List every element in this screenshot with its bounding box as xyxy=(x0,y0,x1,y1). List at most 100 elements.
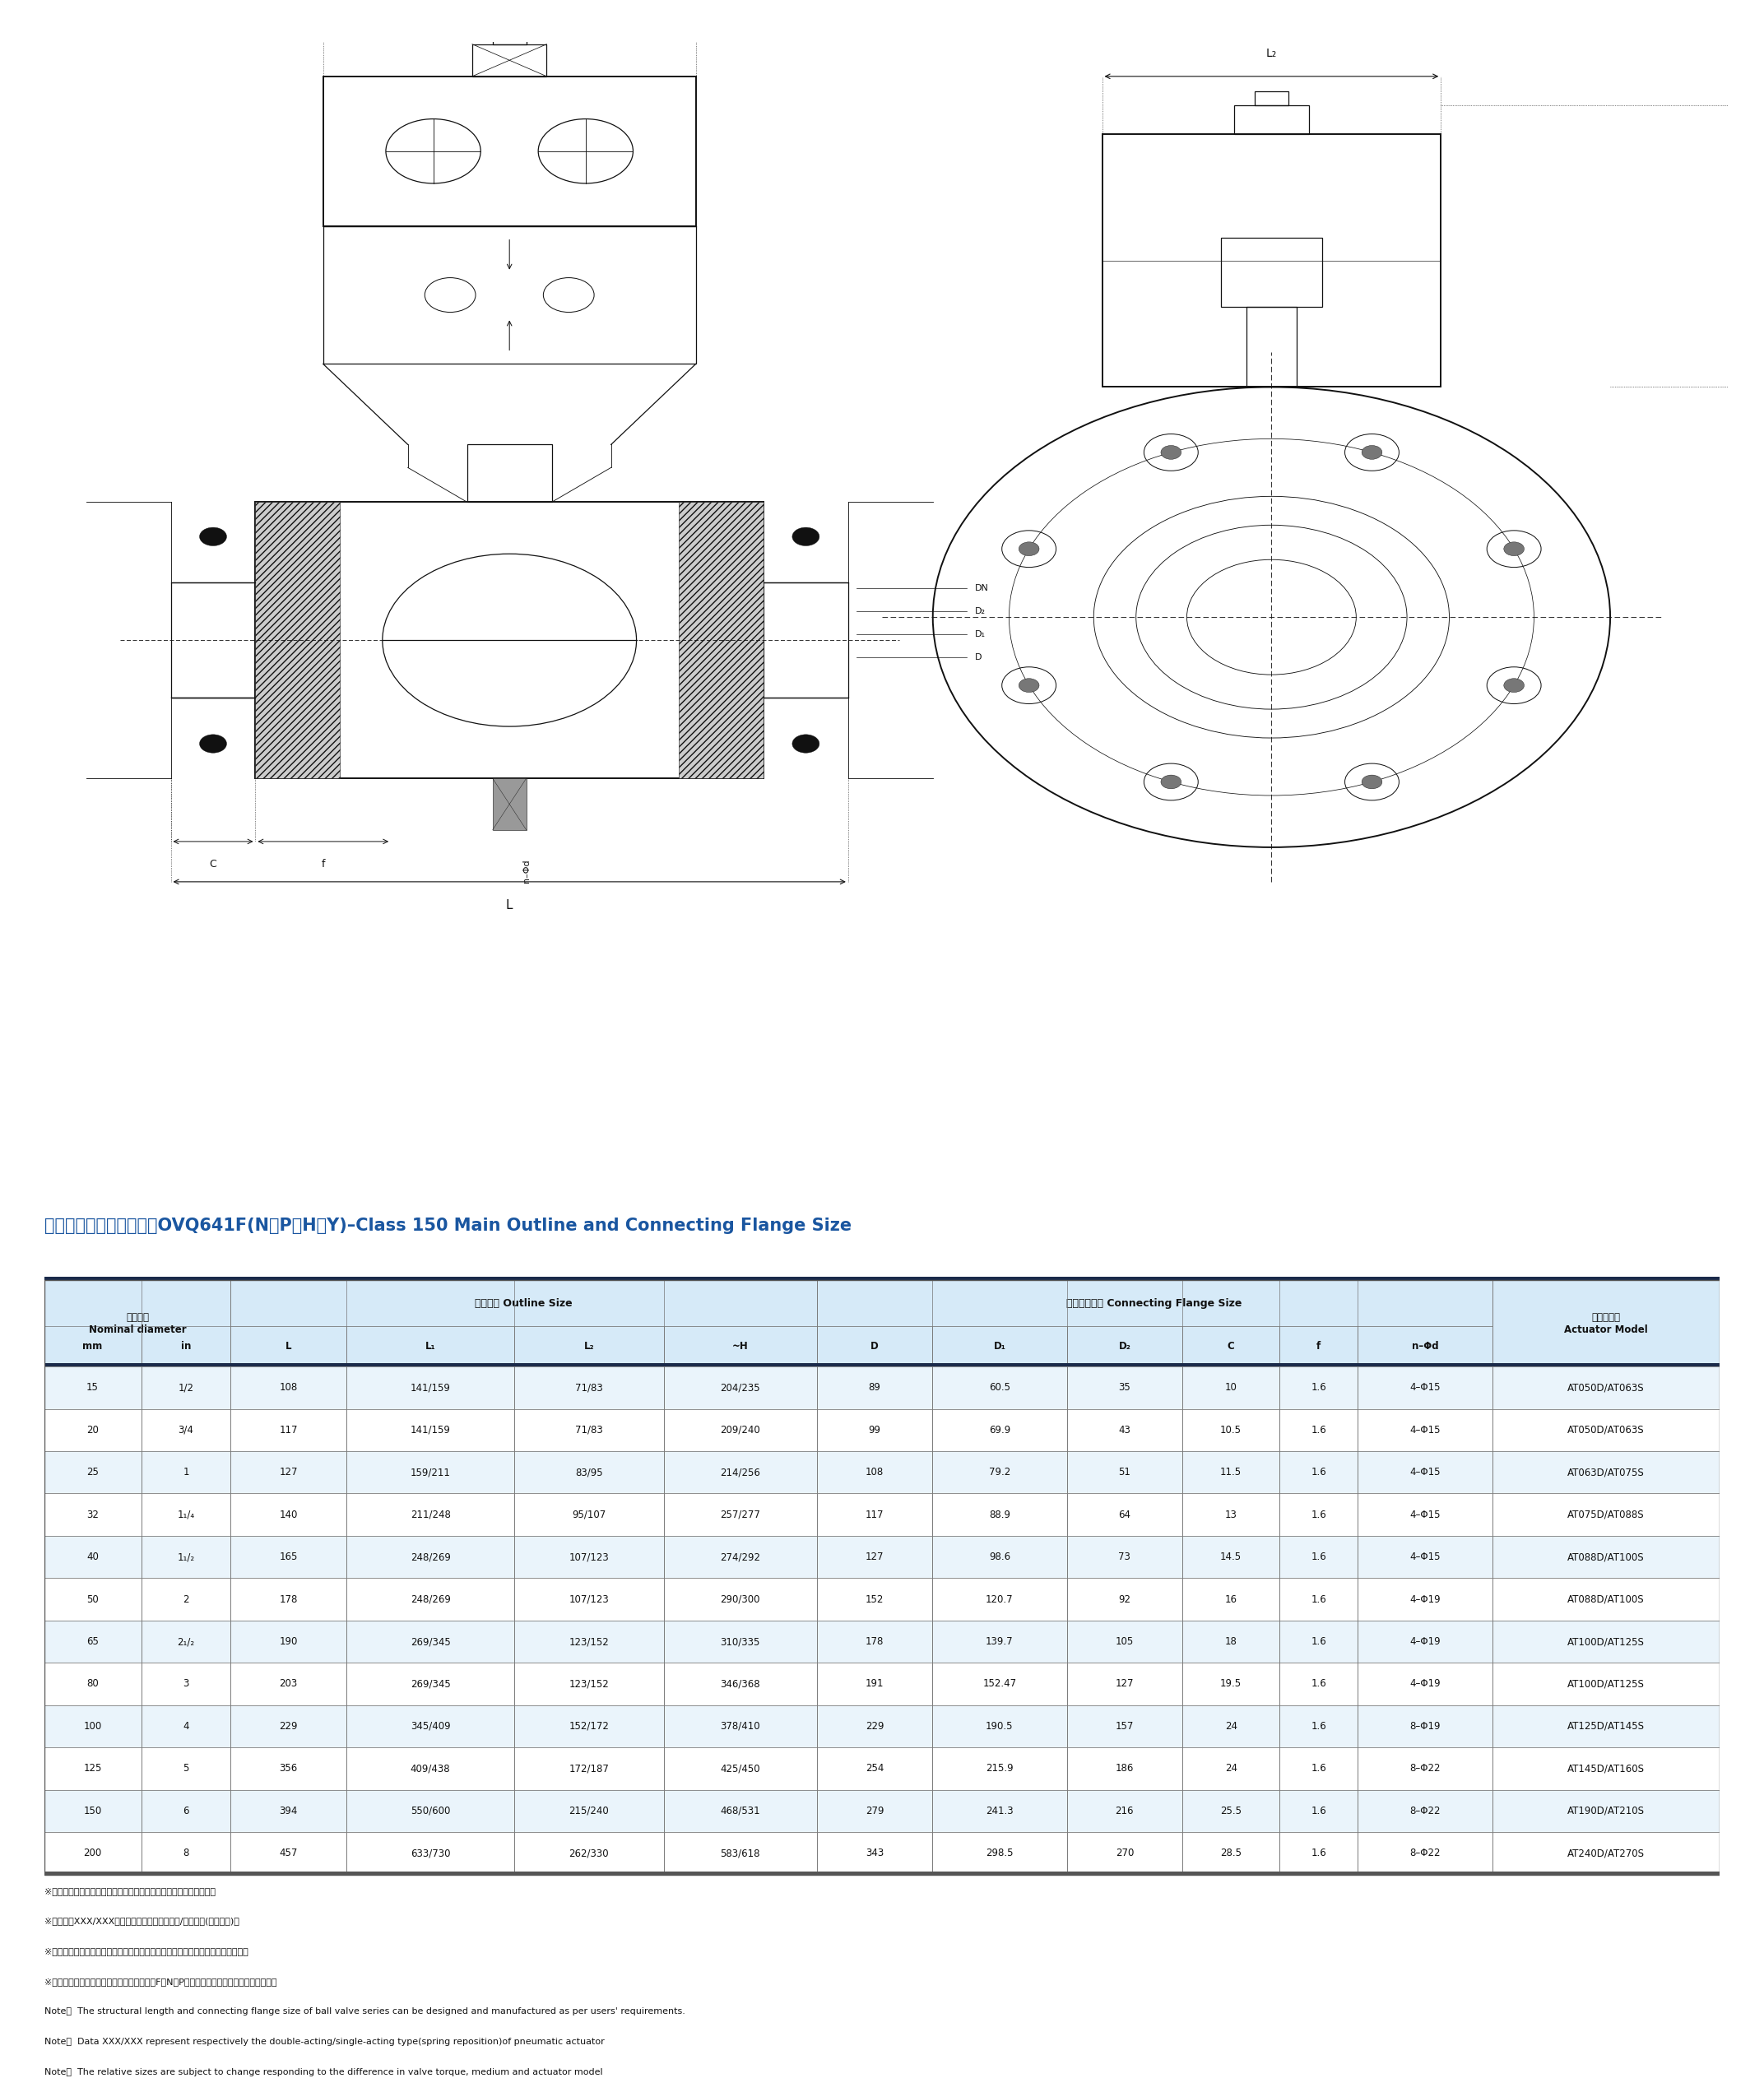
Bar xyxy=(663,1577,817,1621)
Bar xyxy=(817,1577,933,1621)
Bar xyxy=(44,1872,1720,1874)
Bar xyxy=(346,1408,515,1452)
Text: 24: 24 xyxy=(1224,1764,1237,1774)
Text: 1.6: 1.6 xyxy=(1311,1722,1327,1732)
Bar xyxy=(764,584,848,699)
Bar xyxy=(933,1366,1067,1408)
Bar xyxy=(44,1366,141,1408)
Bar xyxy=(1358,1452,1492,1494)
Bar xyxy=(171,584,256,699)
Text: 50: 50 xyxy=(86,1594,99,1605)
Text: 152.47: 152.47 xyxy=(983,1678,1016,1690)
Bar xyxy=(515,1747,663,1791)
Bar xyxy=(515,1408,663,1452)
Text: 186: 186 xyxy=(1115,1764,1134,1774)
Bar xyxy=(1492,1280,1720,1366)
Text: 140: 140 xyxy=(279,1508,298,1521)
Text: 92: 92 xyxy=(1118,1594,1131,1605)
Text: 120.7: 120.7 xyxy=(986,1594,1013,1605)
Bar xyxy=(663,1705,817,1747)
Bar xyxy=(1279,1494,1358,1536)
Bar xyxy=(515,1366,663,1408)
Bar xyxy=(515,1536,663,1577)
Text: in: in xyxy=(182,1341,191,1351)
Bar xyxy=(1182,1833,1279,1874)
Text: ※注：数据XXX/XXX分别是气动执行器双作用式/单作用式(弹簧复位)。: ※注：数据XXX/XXX分别是气动执行器双作用式/单作用式(弹簧复位)。 xyxy=(44,1916,238,1925)
Text: 248/269: 248/269 xyxy=(411,1552,450,1563)
Text: D: D xyxy=(870,1341,878,1351)
Text: 79.2: 79.2 xyxy=(990,1466,1011,1477)
Bar xyxy=(44,1791,141,1833)
Bar xyxy=(1492,1705,1720,1747)
Text: 269/345: 269/345 xyxy=(411,1678,450,1690)
Bar xyxy=(323,226,695,364)
Bar xyxy=(933,1536,1067,1577)
Text: 1₁/₂: 1₁/₂ xyxy=(176,1552,194,1563)
Text: 28.5: 28.5 xyxy=(1221,1847,1242,1858)
Text: 2₁/₂: 2₁/₂ xyxy=(176,1636,194,1646)
Bar xyxy=(1279,1366,1358,1408)
Text: Note：  The relative sizes are subject to change responding to the difference in : Note： The relative sizes are subject to … xyxy=(44,2067,603,2075)
Bar xyxy=(1358,1747,1492,1791)
Text: 343: 343 xyxy=(866,1847,884,1858)
Bar xyxy=(663,1536,817,1577)
Text: 468/531: 468/531 xyxy=(720,1805,760,1816)
Text: 73: 73 xyxy=(1118,1552,1131,1563)
Bar xyxy=(323,77,695,226)
Circle shape xyxy=(1020,542,1039,556)
Text: 43: 43 xyxy=(1118,1425,1131,1435)
Text: 88.9: 88.9 xyxy=(990,1508,1011,1521)
Bar xyxy=(933,1326,1067,1366)
Bar xyxy=(492,778,526,831)
Circle shape xyxy=(199,527,226,546)
Text: L₂: L₂ xyxy=(584,1341,594,1351)
Text: 178: 178 xyxy=(279,1594,298,1605)
Bar xyxy=(467,446,552,502)
Bar xyxy=(1279,1833,1358,1874)
Text: AT100D/AT125S: AT100D/AT125S xyxy=(1568,1678,1644,1690)
Text: n–Φd: n–Φd xyxy=(522,858,531,883)
Text: 279: 279 xyxy=(866,1805,884,1816)
Text: ※注：系列球阀结构长度及连接法兰尺寸均可根据用户要求设计制造。: ※注：系列球阀结构长度及连接法兰尺寸均可根据用户要求设计制造。 xyxy=(44,1887,215,1895)
Bar xyxy=(1067,1747,1182,1791)
Bar xyxy=(1492,1366,1720,1408)
Bar xyxy=(44,1452,141,1494)
Bar xyxy=(44,1280,231,1366)
Bar xyxy=(1492,1452,1720,1494)
Bar xyxy=(1358,1705,1492,1747)
Bar xyxy=(231,1663,346,1705)
Text: 117: 117 xyxy=(279,1425,298,1435)
Text: D₁: D₁ xyxy=(975,630,986,638)
Text: Note：  Data XXX/XXX represent respectively the double-acting/single-acting type(: Note： Data XXX/XXX represent respectivel… xyxy=(44,2038,605,2046)
Bar xyxy=(1358,1494,1492,1536)
Text: 152: 152 xyxy=(866,1594,884,1605)
Text: 1.6: 1.6 xyxy=(1311,1466,1327,1477)
Text: 125: 125 xyxy=(83,1764,102,1774)
Text: 8–Φ19: 8–Φ19 xyxy=(1409,1722,1441,1732)
Text: 8–Φ22: 8–Φ22 xyxy=(1409,1805,1441,1816)
Bar xyxy=(1279,1452,1358,1494)
Text: 1.6: 1.6 xyxy=(1311,1805,1327,1816)
Text: AT088D/AT100S: AT088D/AT100S xyxy=(1568,1594,1644,1605)
Bar xyxy=(817,1408,933,1452)
Text: 4: 4 xyxy=(183,1722,189,1732)
Text: 269/345: 269/345 xyxy=(411,1636,450,1646)
Bar xyxy=(1358,1621,1492,1663)
Text: 105: 105 xyxy=(1115,1636,1134,1646)
Bar xyxy=(515,1494,663,1536)
Bar xyxy=(44,1747,141,1791)
Bar xyxy=(933,1621,1067,1663)
Text: 141/159: 141/159 xyxy=(411,1383,450,1393)
Bar xyxy=(1182,1791,1279,1833)
Bar xyxy=(231,1366,346,1408)
Text: 1.6: 1.6 xyxy=(1311,1508,1327,1521)
Text: 254: 254 xyxy=(866,1764,884,1774)
Text: 65: 65 xyxy=(86,1636,99,1646)
Bar xyxy=(515,1452,663,1494)
Text: 204/235: 204/235 xyxy=(720,1383,760,1393)
Text: 123/152: 123/152 xyxy=(570,1636,609,1646)
Bar xyxy=(141,1536,231,1577)
Text: 409/438: 409/438 xyxy=(411,1764,450,1774)
Bar xyxy=(817,1494,933,1536)
Bar xyxy=(44,1326,141,1366)
